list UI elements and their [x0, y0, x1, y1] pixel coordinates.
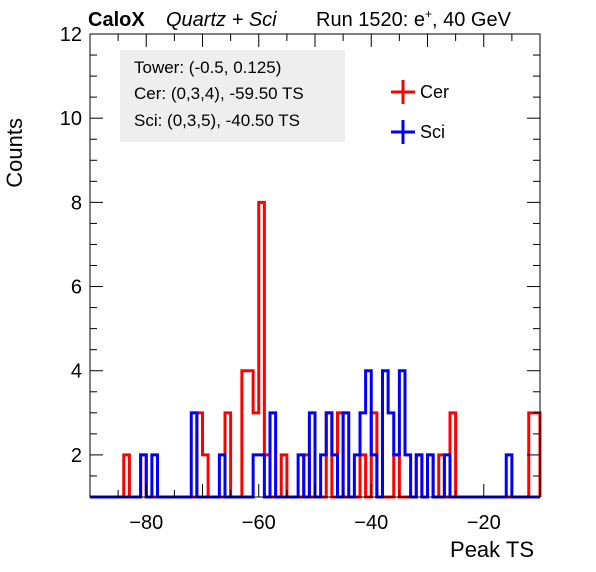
y-tick-label: 10	[60, 108, 82, 130]
legend-item-cer: Cer	[391, 80, 449, 104]
series-sci-line	[90, 369, 540, 499]
tower-annotation: Tower: (-0.5, 0.125)	[134, 58, 281, 77]
x-tick-label: −60	[242, 512, 276, 534]
run-label-main: Run 1520: e	[316, 9, 425, 31]
legend: Cer Sci	[391, 80, 449, 144]
x-tick-label: −20	[467, 512, 501, 534]
y-tick-label: 12	[60, 24, 82, 46]
y-tick-label: 8	[71, 192, 82, 214]
annotation-box	[120, 50, 345, 142]
legend-cer-label: Cer	[420, 82, 449, 102]
x-tick-label: −80	[129, 512, 163, 534]
brand-label: CaloX	[88, 9, 145, 31]
y-tick-label: 2	[71, 445, 82, 467]
tick-layer: −80 −60 −40 −20 2 4 6 8 10 12	[60, 24, 541, 534]
cer-channel-annotation: Cer: (0,3,4), -59.50 TS	[134, 84, 304, 103]
run-label-suffix: , 40 GeV	[432, 9, 512, 31]
legend-sci-label: Sci	[420, 122, 445, 142]
y-axis-title: Counts	[2, 118, 27, 188]
legend-item-sci: Sci	[391, 120, 445, 144]
x-tick-label: −40	[354, 512, 388, 534]
run-label-sup: +	[425, 7, 432, 21]
sci-channel-annotation: Sci: (0,3,5), -40.50 TS	[134, 111, 300, 130]
subtitle-label: Quartz + Sci	[166, 9, 277, 31]
series-layer	[90, 200, 542, 499]
y-tick-label: 6	[71, 277, 82, 299]
run-label: Run 1520: e+, 40 GeV	[316, 7, 512, 31]
x-axis-title: Peak TS	[450, 537, 534, 562]
y-tick-label: 4	[71, 361, 82, 383]
